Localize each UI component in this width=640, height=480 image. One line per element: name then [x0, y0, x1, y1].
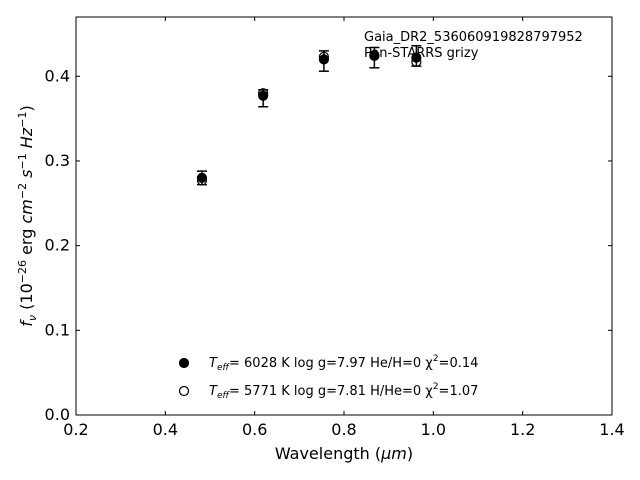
data-point-filled: [196, 172, 208, 183]
annotation-line-2: Pan-STARRS grizy: [364, 46, 479, 61]
y-tick-label: 0.4: [45, 66, 70, 85]
y-tick-label: 0.2: [45, 236, 70, 255]
x-tick-label: 1.0: [421, 420, 446, 439]
x-tick-label: 1.4: [599, 420, 624, 439]
data-point-filled: [411, 52, 422, 63]
legend-label-2: Teff= 5771 K log g=7.81 H/He=0 χ2=1.07: [209, 382, 478, 401]
legend-marker-open: [178, 385, 190, 397]
x-axis-label: Wavelength (μm): [275, 444, 413, 463]
y-ticks: 0.0 0.1 0.2 0.3 0.4: [45, 66, 612, 424]
x-tick-label: 0.6: [242, 420, 267, 439]
y-axis-label: fν (10−26 erg cm−2 s−1 Hz−1): [16, 105, 39, 326]
legend-marker-filled: [178, 357, 190, 369]
series-layer: [196, 50, 422, 186]
legend: Teff= 6028 K log g=7.97 He/H=0 χ2=0.14 T…: [178, 354, 478, 401]
x-tick-label: 1.2: [510, 420, 535, 439]
data-point-filled: [318, 54, 329, 65]
y-tick-label: 0.3: [45, 151, 70, 170]
x-tick-label: 0.2: [63, 420, 88, 439]
y-tick-label: 0.0: [45, 405, 70, 424]
data-point-filled: [369, 50, 380, 61]
data-point-filled: [258, 90, 269, 101]
x-ticks: 0.2 0.4 0.6 0.8 1.0 1.2 1.4: [63, 17, 625, 439]
x-tick-label: 0.8: [331, 420, 356, 439]
legend-label-1: Teff= 6028 K log g=7.97 He/H=0 χ2=0.14: [209, 354, 478, 373]
y-tick-label: 0.1: [45, 320, 70, 339]
x-tick-label: 0.4: [153, 420, 178, 439]
annotation-line-1: Gaia_DR2_536060919828797952: [364, 30, 583, 45]
